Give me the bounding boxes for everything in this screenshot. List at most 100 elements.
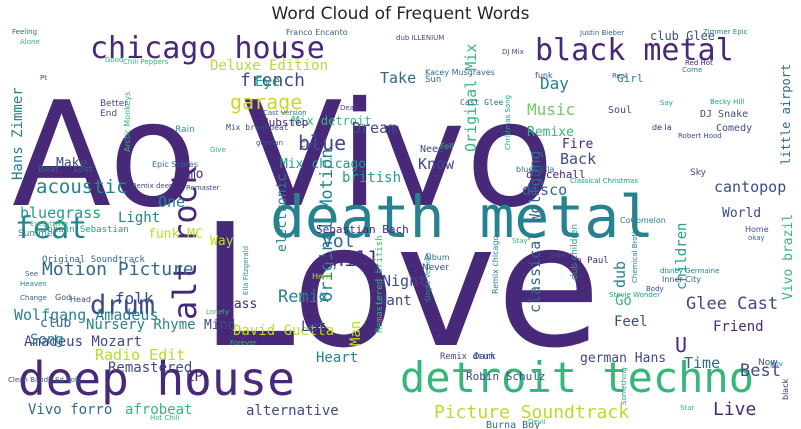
word-day: Day	[540, 74, 569, 93]
word-time: Time	[684, 354, 720, 372]
word-friend: Friend	[713, 319, 764, 335]
word-death-metal: death metal	[270, 183, 654, 251]
word-picture-soundtrack: Picture Soundtrack	[434, 402, 629, 423]
word-motion-picture: Motion Picture	[42, 259, 194, 280]
word-dj-mix: DJ Mix	[502, 48, 524, 56]
word-album: Album	[424, 253, 450, 262]
word-nursery-rhyme: Nursery Rhyme	[86, 317, 196, 333]
word-glee-cast: Glee Cast	[686, 294, 778, 314]
word-mind: Mind	[204, 318, 235, 333]
word-want: Want	[378, 293, 412, 309]
word-dark: Dark	[474, 352, 496, 362]
word-lost: Lost	[74, 165, 93, 175]
word-heart: Heart	[316, 350, 358, 366]
word-blue: blue	[298, 131, 346, 155]
word-dancehall: dancehall	[526, 168, 586, 181]
chart-title: Word Cloud of Frequent Words	[271, 4, 530, 24]
word-one: One	[158, 193, 185, 211]
word-dub-children: dub children	[570, 224, 580, 280]
word-justin-bieber: Justin Bieber	[579, 29, 624, 37]
word-music: Music	[527, 100, 575, 119]
word-folk: folk	[115, 289, 154, 308]
word-cocomelon: CoComelon	[620, 216, 666, 225]
word-zimmer-epic: Zimmer Epic	[703, 28, 748, 36]
word-bass: bass	[226, 297, 257, 312]
word-fire: Fire	[562, 137, 593, 152]
word-best: Best	[740, 361, 781, 381]
word-chemical-brothers: Chemical Brothers	[631, 218, 639, 283]
word-inner-city: Inner City	[662, 275, 701, 284]
word-french: french	[240, 70, 305, 91]
word-original-soundtrack: Original Soundtrack	[42, 255, 146, 265]
word-original-motion: Original Motion	[317, 148, 337, 302]
word-afrobeat: afrobeat	[125, 402, 192, 418]
word-feeling: Feeling	[12, 28, 37, 36]
word-german: german	[256, 139, 283, 147]
word-alt-rock: alt rock	[166, 166, 204, 320]
word-sebastian-bach: Sebastian Bach	[316, 223, 409, 236]
word-dead: Dead	[340, 104, 358, 112]
word-david-guetta: David Guetta	[233, 323, 334, 339]
word-love: Love	[200, 188, 601, 386]
word-pov: pov	[770, 360, 783, 368]
word-disney-germaine: disney Germaine	[660, 267, 719, 275]
word-hot-chili: Hot Chili	[150, 414, 180, 422]
word-summer: Summer	[18, 229, 56, 239]
word-soul: Soul	[608, 105, 632, 116]
word-clean-bandit: Clean Bandit	[8, 376, 53, 384]
word-change: Change	[20, 294, 47, 302]
word-club-glee: club Glee	[650, 29, 715, 43]
word-go: Go	[615, 293, 632, 309]
word-okay: okay	[748, 234, 765, 242]
word-rain: Rain	[175, 125, 195, 135]
word-electronic: electronic	[275, 174, 290, 252]
word-sky: Sky	[690, 168, 707, 178]
word-feat: feat	[15, 211, 87, 246]
word-back: Back	[560, 150, 596, 168]
word-hold: Hold	[312, 272, 330, 281]
word-man: Man	[348, 321, 364, 346]
word-dub-illenium: dub ILLENIUM	[396, 34, 444, 42]
word-bluegrass: bluegrass	[20, 204, 101, 222]
word-vol: Vol	[322, 231, 355, 252]
word-heaven: Heaven	[20, 280, 47, 288]
word-chicago-house: chicago house	[90, 31, 325, 66]
word-never: Never	[422, 263, 449, 273]
word-disco: disco	[522, 181, 567, 199]
word-radio-edit: Radio Edit	[95, 346, 185, 364]
word-alternative: alternative	[246, 403, 339, 419]
word-night: Night	[382, 272, 427, 290]
word-remaster: Remaster	[186, 184, 220, 192]
word-detroit-techno: detroit techno	[400, 353, 754, 402]
word-club: club	[40, 316, 71, 331]
word-dream: Dream	[352, 119, 397, 137]
word-lonely: Lonely	[206, 308, 229, 316]
word-vivo-forro: Vivo forro	[28, 402, 112, 418]
word-stay: Stay	[512, 237, 528, 245]
word-cantopop: cantopop	[714, 178, 786, 196]
word-sun: Sun	[425, 75, 441, 85]
word-know: Know	[418, 155, 455, 173]
word-girl: Girl	[617, 72, 644, 85]
word-christmas-song: Christmas Song	[504, 95, 512, 150]
word-pt: Pt	[40, 74, 47, 82]
word-mix-detroit: Mix detroit	[292, 114, 371, 128]
word-cast-version: Cast Version	[263, 109, 307, 117]
word-dub: dub	[611, 261, 629, 288]
word-remixe: Remixe	[527, 125, 574, 140]
word-body: Body	[646, 285, 664, 293]
word-black: black	[781, 378, 790, 400]
word-u: U	[675, 333, 687, 357]
word-little-airport: little airport	[779, 64, 793, 165]
word-devil: Devil	[528, 418, 546, 426]
word-say: Say	[660, 99, 673, 107]
word-emo: emo	[180, 167, 203, 182]
word-song: Song	[30, 332, 64, 348]
word-burna-boy: Burna Boy	[486, 420, 540, 429]
word-german-hans: german Hans	[580, 351, 666, 366]
word-children: children	[674, 223, 690, 290]
word-blues-ella: blues Ella	[516, 165, 555, 174]
word-eye: Eye	[255, 74, 280, 90]
word-ed-solo: Ed Solo	[55, 376, 81, 384]
